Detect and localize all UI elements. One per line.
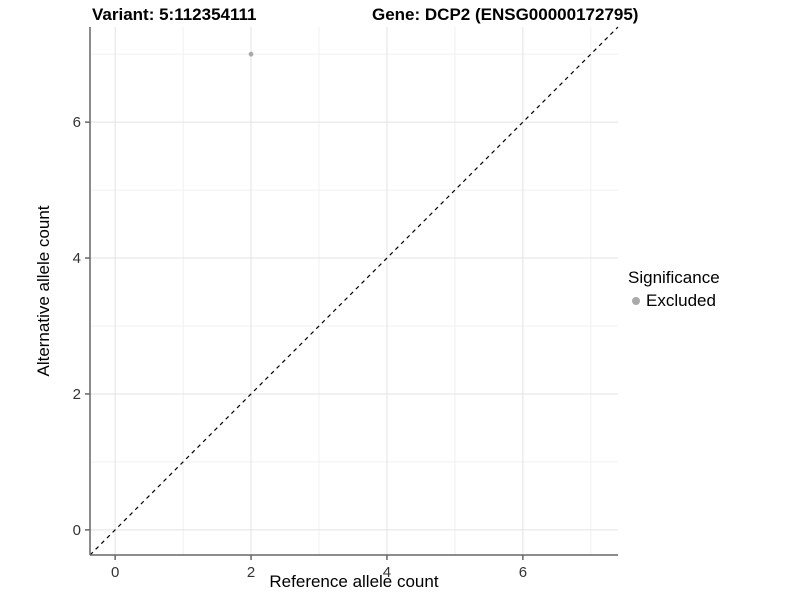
legend-item: Excluded — [628, 291, 720, 311]
x-tick-label: 0 — [111, 564, 119, 581]
y-tick-label: 6 — [73, 114, 81, 131]
y-tick-label: 4 — [73, 250, 81, 267]
legend-item-label: Excluded — [646, 291, 716, 310]
legend-dot-icon — [632, 297, 640, 305]
legend: Significance Excluded — [628, 268, 720, 311]
x-tick-label: 4 — [383, 564, 391, 581]
plot-title-gene: Gene: DCP2 (ENSG00000172795) — [372, 5, 639, 24]
data-point — [248, 51, 254, 57]
identity-line — [89, 26, 619, 556]
y-tick-label: 2 — [73, 386, 81, 403]
plot-title-variant: Variant: 5:112354111 — [92, 5, 257, 24]
legend-title: Significance — [628, 268, 720, 287]
x-tick-label: 2 — [247, 564, 255, 581]
y-axis-label: Alternative allele count — [34, 205, 53, 377]
x-tick-label: 6 — [519, 564, 527, 581]
x-axis-label: Reference allele count — [269, 572, 439, 591]
y-tick-label: 0 — [73, 522, 81, 539]
legend-items: Excluded — [628, 291, 720, 311]
